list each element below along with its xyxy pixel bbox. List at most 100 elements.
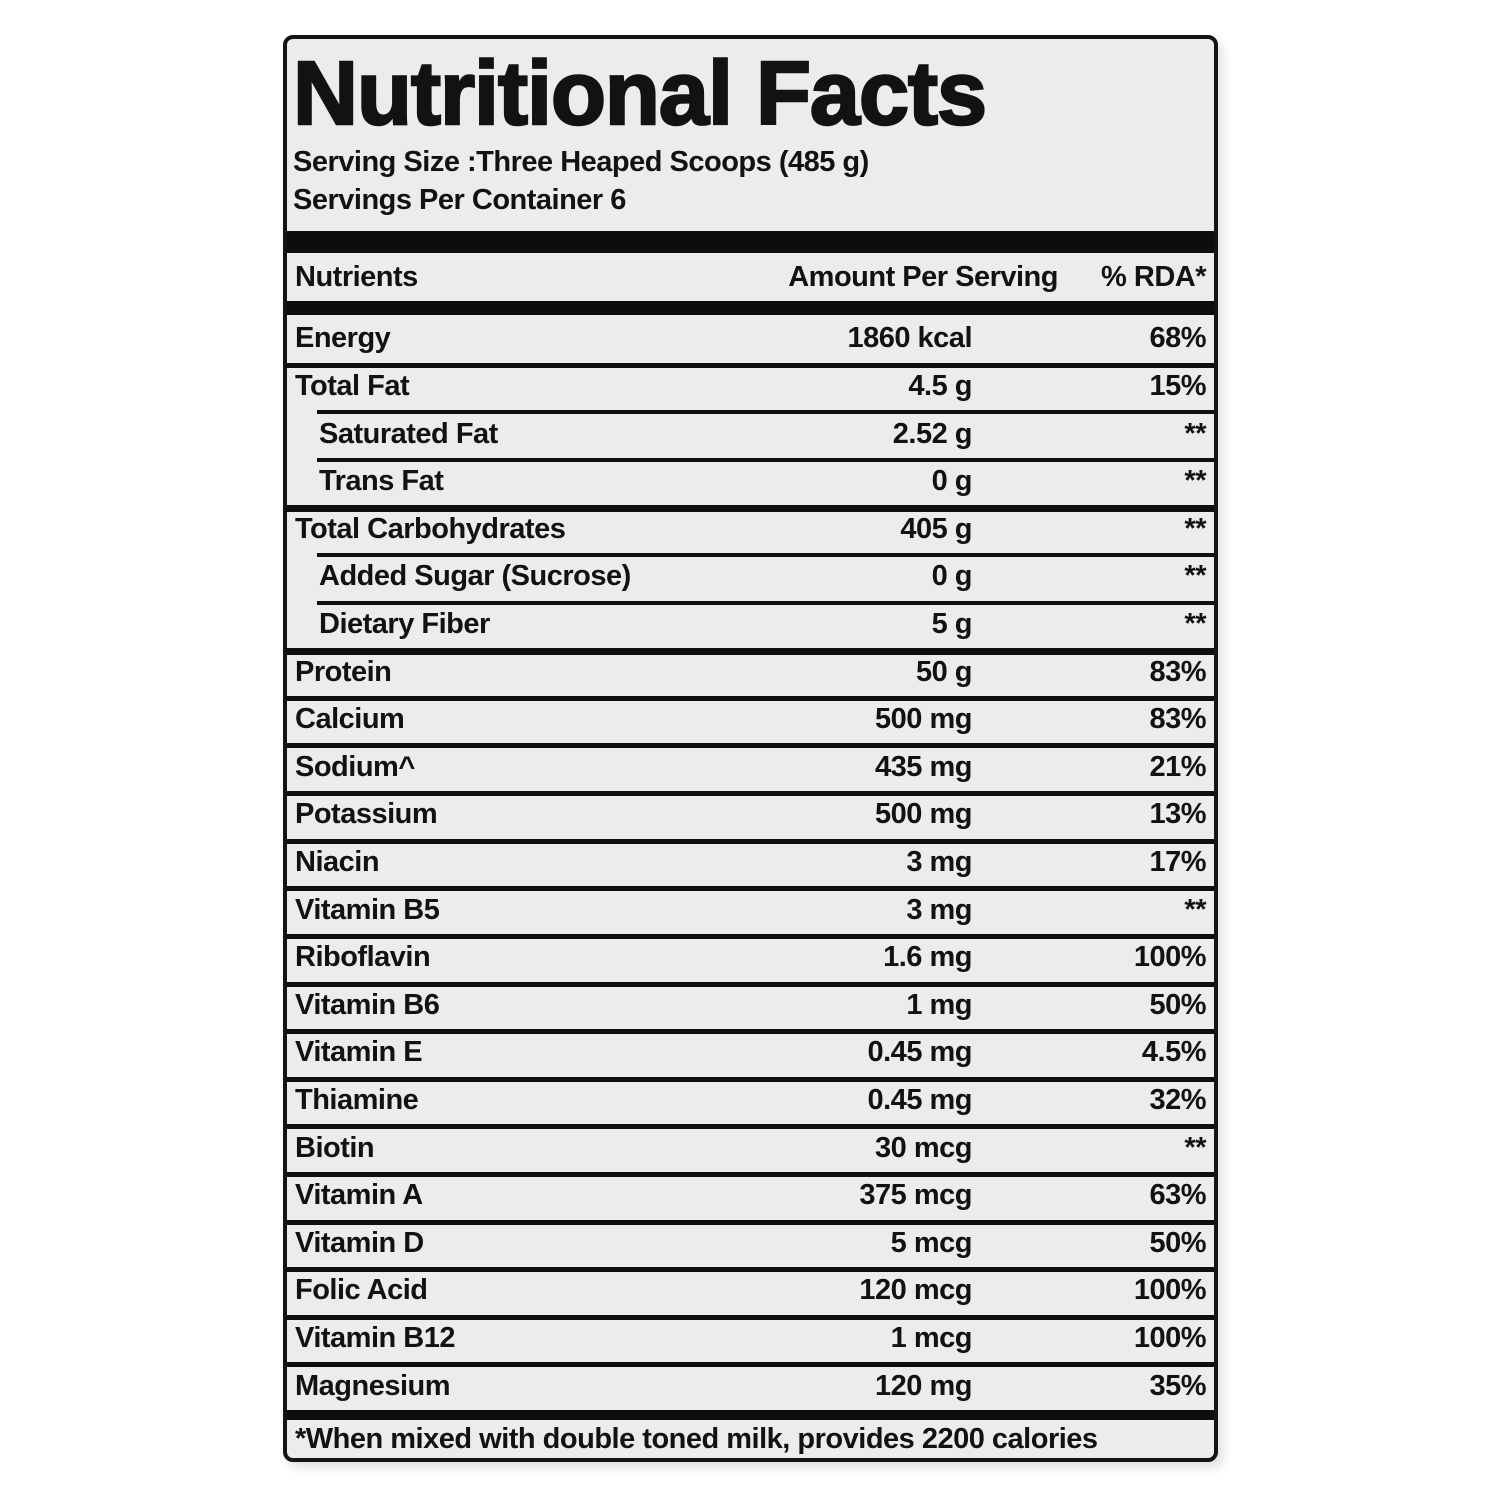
row-amount-per-serving: 0.45 mg bbox=[867, 1084, 973, 1117]
row-nutrient-name: Vitamin B6 bbox=[295, 988, 440, 1021]
row-separator bbox=[287, 648, 1214, 656]
label-title: Nutritional Facts bbox=[292, 44, 989, 145]
row-rda-percent: 4.5% bbox=[1141, 1036, 1207, 1069]
nutrient-row: Total Fat 4.5 g 15% bbox=[287, 362, 1214, 411]
nutrient-row: Vitamin B12 1 mcg 100% bbox=[287, 1314, 1214, 1363]
row-rda-percent: ** bbox=[1184, 512, 1206, 545]
row-amount-per-serving: 435 mg bbox=[875, 750, 972, 783]
row-nutrient-name: Niacin bbox=[295, 846, 380, 878]
nutrient-row: Riboflavin 1.6 mg 100% bbox=[287, 933, 1214, 982]
row-amount-per-serving: 120 mcg bbox=[859, 1274, 972, 1307]
row-rda-percent: 100% bbox=[1133, 941, 1207, 974]
row-separator bbox=[287, 695, 1214, 701]
divider-bar-header bbox=[287, 301, 1214, 315]
row-amount-per-serving: 5 g bbox=[931, 607, 973, 640]
row-separator bbox=[287, 838, 1214, 844]
row-nutrient-name: Magnesium bbox=[295, 1369, 451, 1402]
nutrition-facts-label: Nutritional Facts Serving Size :Three He… bbox=[283, 35, 1218, 1462]
row-amount-per-serving: 0.45 mg bbox=[867, 1036, 973, 1069]
row-rda-percent: 13% bbox=[1149, 798, 1206, 831]
row-rda-percent: ** bbox=[1184, 607, 1206, 640]
nutrient-row: Niacin 3 mg 17% bbox=[287, 838, 1214, 887]
row-rda-percent: 35% bbox=[1149, 1369, 1206, 1402]
row-nutrient-name: Energy bbox=[295, 322, 391, 355]
row-rda-percent: 100% bbox=[1133, 1322, 1207, 1355]
row-rda-percent: ** bbox=[1184, 893, 1206, 926]
serving-size-text: Serving Size :Three Heaped Scoops (485 g… bbox=[293, 146, 869, 178]
divider-bar-footer bbox=[287, 1410, 1214, 1420]
row-rda-percent: 15% bbox=[1149, 369, 1206, 402]
row-separator bbox=[287, 933, 1214, 939]
nutrient-row: Folic Acid 120 mcg 100% bbox=[287, 1267, 1214, 1315]
table-header-row: Nutrients Amount Per Serving % RDA* bbox=[293, 253, 1208, 301]
row-separator bbox=[287, 1314, 1214, 1320]
nutrient-row: Protein 50 g 83% bbox=[287, 648, 1214, 696]
row-nutrient-name: Trans Fat bbox=[319, 465, 444, 498]
nutrient-row: Added Sugar (Sucrose) 0 g ** bbox=[293, 553, 1214, 601]
row-rda-percent: 32% bbox=[1149, 1084, 1206, 1117]
footnote-text: *When mixed with double toned milk, prov… bbox=[295, 1422, 1098, 1455]
row-separator bbox=[317, 553, 1214, 558]
row-nutrient-name: Protein bbox=[295, 655, 392, 688]
row-nutrient-name: Added Sugar (Sucrose) bbox=[319, 560, 631, 593]
row-rda-percent: 50% bbox=[1149, 988, 1206, 1021]
row-nutrient-name: Vitamin D bbox=[295, 1226, 424, 1259]
nutrient-table-body: Energy 1860 kcal 68% Total Fat 4.5 g 15% Satur… bbox=[287, 315, 1214, 1410]
divider-bar-top bbox=[287, 231, 1214, 253]
row-separator bbox=[287, 1029, 1214, 1035]
row-nutrient-name: Total Fat bbox=[295, 369, 410, 402]
column-header-rda: % RDA* bbox=[1101, 260, 1206, 293]
row-rda-percent: 17% bbox=[1149, 846, 1206, 878]
nutrient-row: Vitamin D 5 mcg 50% bbox=[287, 1219, 1214, 1268]
row-separator bbox=[317, 457, 1214, 462]
nutrient-row: Vitamin E 0.45 mg 4.5% bbox=[287, 1029, 1214, 1077]
row-rda-percent: 83% bbox=[1149, 655, 1206, 688]
nutrient-row: Calcium 500 mg 83% bbox=[287, 695, 1214, 744]
row-rda-percent: 50% bbox=[1149, 1226, 1206, 1259]
row-amount-per-serving: 500 mg bbox=[875, 703, 972, 736]
row-separator bbox=[287, 1076, 1214, 1082]
row-nutrient-name: Sodium^ bbox=[295, 750, 415, 783]
row-nutrient-name: Vitamin B12 bbox=[295, 1322, 455, 1355]
row-amount-per-serving: 405 g bbox=[900, 512, 972, 545]
row-rda-percent: ** bbox=[1184, 465, 1206, 498]
row-amount-per-serving: 120 mg bbox=[875, 1369, 972, 1402]
row-amount-per-serving: 1860 kcal bbox=[847, 322, 972, 355]
row-nutrient-name: Folic Acid bbox=[295, 1274, 428, 1307]
row-rda-percent: 83% bbox=[1149, 703, 1206, 736]
row-nutrient-name: Vitamin B5 bbox=[295, 893, 440, 926]
row-amount-per-serving: 0 g bbox=[931, 465, 973, 498]
row-separator bbox=[287, 791, 1214, 797]
nutrient-row: Biotin 30 mcg ** bbox=[287, 1124, 1214, 1172]
row-amount-per-serving: 1.6 mg bbox=[883, 941, 972, 974]
row-amount-per-serving: 1 mg bbox=[906, 988, 972, 1021]
nutrient-row: Sodium^ 435 mg 21% bbox=[287, 743, 1214, 791]
column-header-amount-per-serving: Amount Per Serving bbox=[788, 260, 1058, 293]
row-nutrient-name: Vitamin A bbox=[295, 1179, 423, 1212]
row-amount-per-serving: 500 mg bbox=[875, 798, 972, 831]
row-rda-percent: ** bbox=[1184, 560, 1206, 593]
row-separator bbox=[287, 1124, 1214, 1130]
nutrient-row: Total Carbohydrates 405 g ** bbox=[287, 505, 1214, 553]
row-separator bbox=[287, 505, 1214, 513]
nutrient-row: Dietary Fiber 5 g ** bbox=[293, 600, 1214, 649]
row-nutrient-name: Thiamine bbox=[295, 1084, 419, 1117]
row-nutrient-name: Saturated Fat bbox=[319, 417, 498, 450]
row-amount-per-serving: 3 mg bbox=[906, 893, 972, 926]
row-rda-percent: ** bbox=[1184, 417, 1206, 450]
row-amount-per-serving: 3 mg bbox=[906, 846, 972, 878]
row-separator bbox=[287, 981, 1214, 987]
nutrient-row: Saturated Fat 2.52 g ** bbox=[293, 410, 1214, 458]
row-amount-per-serving: 5 mcg bbox=[890, 1226, 973, 1259]
row-rda-percent: 68% bbox=[1149, 322, 1206, 355]
row-separator bbox=[287, 362, 1214, 368]
row-amount-per-serving: 0 g bbox=[931, 560, 973, 593]
nutrient-row: Trans Fat 0 g ** bbox=[293, 457, 1214, 506]
row-nutrient-name: Dietary Fiber bbox=[319, 607, 490, 640]
row-separator bbox=[287, 1362, 1214, 1368]
row-amount-per-serving: 30 mcg bbox=[875, 1131, 972, 1164]
nutrient-row: Vitamin B6 1 mg 50% bbox=[287, 981, 1214, 1030]
row-nutrient-name: Total Carbohydrates bbox=[295, 512, 566, 545]
column-header-nutrients: Nutrients bbox=[295, 260, 418, 293]
